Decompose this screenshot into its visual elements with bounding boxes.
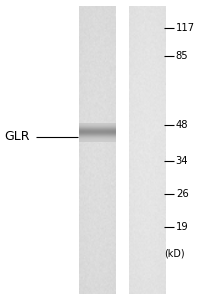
Text: 117: 117	[176, 22, 195, 33]
Text: 19: 19	[176, 222, 188, 233]
Text: 85: 85	[176, 51, 188, 62]
Text: 48: 48	[176, 119, 188, 130]
Text: 34: 34	[176, 155, 188, 166]
Text: GLR: GLR	[4, 130, 30, 143]
Text: (kD): (kD)	[164, 248, 185, 259]
Text: 26: 26	[176, 189, 188, 200]
